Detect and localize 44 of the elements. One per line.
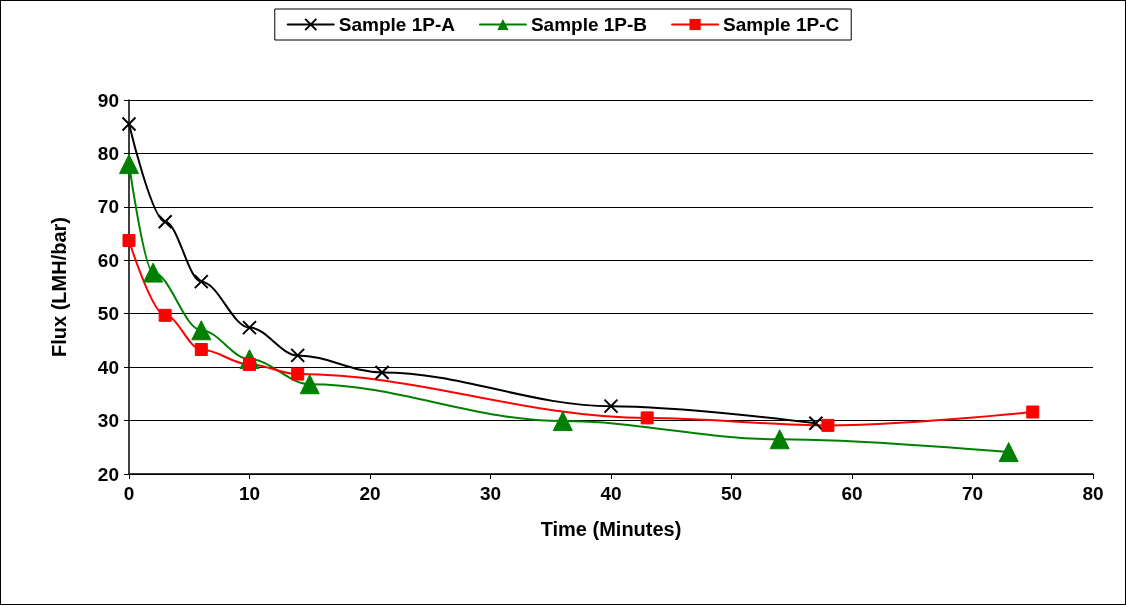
point (374, 364, 390, 380)
y-tick-label: 60 (97, 249, 119, 271)
x-axis-title: Time (Minutes) (540, 518, 682, 540)
point (299, 374, 320, 395)
legend-label: Sample 1P-B (530, 14, 648, 35)
y-tick-label: 40 (97, 356, 119, 378)
x-tick-label: 40 (600, 483, 622, 504)
point (143, 262, 164, 283)
legend-label: Sample 1P-A (338, 14, 456, 35)
point (1026, 405, 1040, 419)
y-tick-label: 30 (97, 410, 119, 432)
point (640, 411, 654, 425)
x-tick-label: 20 (359, 483, 381, 504)
point (193, 274, 209, 290)
point (808, 415, 824, 431)
point (821, 418, 835, 432)
y-tick-label: 50 (97, 303, 119, 325)
x-tick-label: 30 (479, 483, 502, 504)
point (242, 320, 257, 336)
point (603, 398, 619, 414)
x-tick-label: 10 (238, 483, 261, 504)
y-axis-title: Flux (LMH/bar) (48, 217, 70, 357)
point (291, 367, 305, 381)
x-tick-label: 50 (720, 483, 743, 504)
point (552, 411, 573, 432)
x-tick-label: 80 (1082, 483, 1104, 504)
y-tick-label: 20 (97, 463, 119, 485)
y-tick-label: 70 (97, 196, 119, 218)
point (998, 442, 1019, 463)
y-tick-label: 80 (97, 142, 119, 164)
x-tick-label: 0 (123, 483, 135, 504)
point (769, 429, 790, 450)
x-tick-label: 70 (961, 483, 984, 504)
point (122, 234, 136, 248)
point (191, 320, 212, 341)
legend-label: Sample 1P-C (723, 14, 840, 35)
point (157, 214, 173, 230)
point (194, 343, 208, 357)
point (158, 308, 172, 322)
point (290, 347, 306, 363)
x-tick-label: 60 (841, 483, 863, 504)
y-tick-label: 90 (97, 89, 119, 111)
point (119, 154, 139, 175)
point (121, 116, 137, 132)
